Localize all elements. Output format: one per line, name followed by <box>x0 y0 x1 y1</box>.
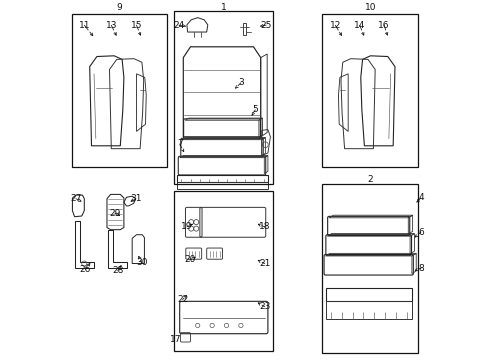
Text: 2: 2 <box>367 175 372 184</box>
Text: 23: 23 <box>259 302 270 311</box>
Text: 5: 5 <box>252 105 258 114</box>
Text: 30: 30 <box>136 258 147 267</box>
Bar <box>72 14 167 167</box>
Text: 10: 10 <box>364 3 375 12</box>
Text: 3: 3 <box>238 78 244 87</box>
Text: 13: 13 <box>105 21 117 30</box>
Text: 31: 31 <box>130 194 141 203</box>
Text: 12: 12 <box>329 21 340 30</box>
Text: 16: 16 <box>378 21 389 30</box>
Text: 7: 7 <box>177 139 182 148</box>
Bar <box>325 301 411 319</box>
Text: 27: 27 <box>70 194 81 203</box>
Text: 18: 18 <box>258 222 270 231</box>
Text: 28: 28 <box>112 266 123 275</box>
Text: 14: 14 <box>353 21 365 30</box>
Bar <box>243 23 245 35</box>
Text: 24: 24 <box>173 21 184 30</box>
Text: 17: 17 <box>169 336 181 344</box>
Bar <box>321 184 418 353</box>
Bar <box>321 14 418 167</box>
Text: 22: 22 <box>177 295 188 304</box>
Text: 29: 29 <box>109 209 121 217</box>
Text: 1: 1 <box>221 3 226 12</box>
Bar <box>325 288 411 301</box>
Text: 6: 6 <box>417 228 423 237</box>
Text: 21: 21 <box>259 259 270 268</box>
Text: 11: 11 <box>79 21 90 30</box>
Bar <box>174 191 273 351</box>
Bar <box>177 182 267 189</box>
Text: 19: 19 <box>181 222 192 231</box>
Text: 8: 8 <box>417 264 423 273</box>
Bar <box>177 175 267 182</box>
Bar <box>174 11 273 184</box>
Text: 25: 25 <box>260 21 271 30</box>
Text: 4: 4 <box>417 194 423 202</box>
Text: 20: 20 <box>183 256 195 264</box>
Text: 9: 9 <box>117 3 122 12</box>
Text: 26: 26 <box>80 265 91 274</box>
Text: 15: 15 <box>130 21 142 30</box>
